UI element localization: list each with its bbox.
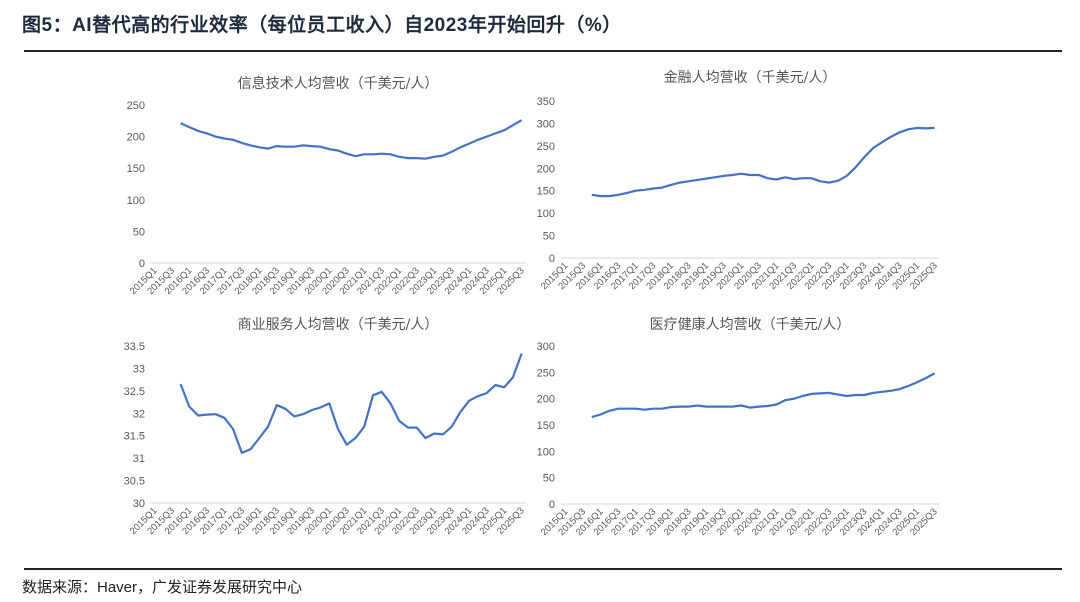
y-tick-label: 250: [537, 141, 555, 153]
y-tick-label: 0: [139, 258, 145, 270]
y-tick-label: 150: [537, 420, 555, 432]
y-tick-label: 300: [537, 118, 555, 130]
chart-title: 医疗健康人均营收（千美元/人）: [650, 316, 851, 333]
chart-panel-2: 金融人均营收（千美元/人）0501001502002503003502015Q1…: [537, 70, 940, 292]
y-tick-label: 30: [133, 498, 145, 510]
source-note: 数据来源：Haver，广发证券发展研究中心: [22, 579, 303, 596]
y-tick-label: 250: [537, 367, 555, 379]
chart-panel-4: 医疗健康人均营收（千美元/人）0501001502002503002015Q12…: [537, 316, 940, 538]
y-tick-label: 32: [133, 408, 145, 420]
figure-title: 图5：AI替代高的行业效率（每位员工收入）自2023年开始回升（%）: [22, 15, 622, 36]
y-tick-label: 150: [537, 186, 555, 198]
y-tick-label: 50: [133, 226, 145, 238]
top-divider: [24, 50, 1062, 52]
series-line: [591, 126, 935, 198]
y-tick-label: 33.5: [124, 341, 145, 353]
y-tick-label: 350: [537, 96, 555, 108]
y-tick-label: 100: [127, 195, 145, 207]
series-line: [180, 119, 523, 160]
series-line: [179, 353, 523, 454]
bottom-divider: [24, 568, 1062, 570]
y-tick-label: 150: [127, 163, 145, 175]
y-tick-label: 250: [127, 100, 145, 112]
chart-title: 金融人均营收（千美元/人）: [664, 70, 837, 86]
y-tick-label: 0: [549, 253, 555, 265]
y-tick-label: 0: [549, 499, 555, 511]
y-tick-label: 31.5: [124, 431, 145, 443]
chart-title: 信息技术人均营收（千美元/人）: [238, 75, 439, 92]
y-tick-label: 200: [537, 163, 555, 175]
y-tick-label: 100: [537, 446, 555, 458]
y-tick-label: 32.5: [124, 386, 145, 398]
y-tick-label: 200: [537, 394, 555, 406]
y-tick-label: 50: [543, 231, 555, 243]
y-tick-label: 33: [133, 363, 145, 375]
y-tick-label: 31: [133, 453, 145, 465]
chart-panel-3: 商业服务人均营收（千美元/人）3030.53131.53232.53333.52…: [124, 317, 527, 537]
y-tick-label: 50: [543, 473, 555, 485]
y-tick-label: 30.5: [124, 476, 145, 488]
y-tick-label: 100: [537, 208, 555, 220]
series-line: [591, 372, 936, 419]
y-tick-label: 300: [537, 341, 555, 353]
chart-title: 商业服务人均营收（千美元/人）: [238, 317, 439, 333]
y-tick-label: 200: [127, 132, 145, 144]
chart-panel-1: 信息技术人均营收（千美元/人）0501001502002502015Q12015…: [127, 75, 527, 297]
